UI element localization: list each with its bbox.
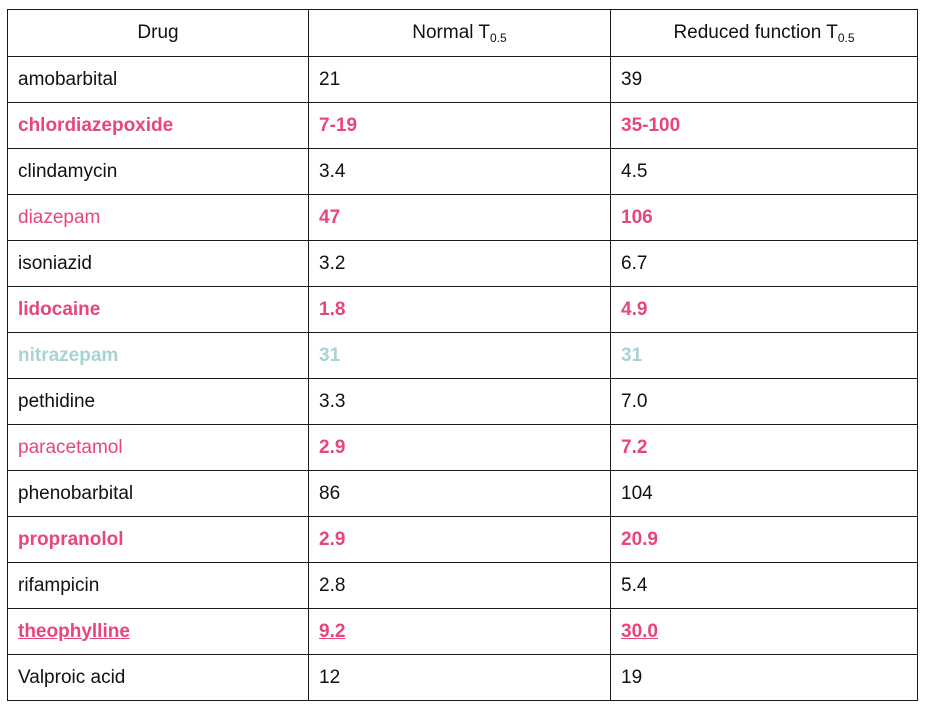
cell-reduced: 7.0 [610, 378, 918, 425]
cell-drug-text: theophylline [18, 620, 130, 642]
table-row: diazepam 47 106 [7, 194, 918, 241]
cell-drug: rifampicin [7, 562, 309, 609]
cell-normal: 47 [308, 194, 611, 241]
cell-reduced: 35-100 [610, 102, 918, 149]
cell-normal: 7-19 [308, 102, 611, 149]
header-reduced-subscript: 0.5 [837, 30, 855, 45]
cell-drug: propranolol [7, 516, 309, 563]
cell-drug: paracetamol [7, 424, 309, 471]
table-row: nitrazepam 31 31 [7, 332, 918, 379]
cell-drug: chlordiazepoxide [7, 102, 309, 149]
cell-drug: Valproic acid [7, 654, 309, 701]
cell-reduced: 4.9 [610, 286, 918, 333]
header-normal-subscript: 0.5 [490, 30, 507, 45]
cell-reduced: 5.4 [610, 562, 918, 609]
cell-reduced: 19 [610, 654, 918, 701]
header-normal: Normal T0.5 [308, 9, 611, 57]
header-normal-label: Normal T [412, 21, 491, 43]
cell-normal: 3.3 [308, 378, 611, 425]
cell-normal: 31 [308, 332, 611, 379]
cell-normal: 9.2 [308, 608, 611, 655]
cell-normal: 86 [308, 470, 611, 517]
table-header-row: Drug Normal T0.5 Reduced function T0.5 [7, 9, 918, 57]
header-drug-label: Drug [137, 22, 179, 43]
cell-normal: 3.2 [308, 240, 611, 287]
cell-drug: theophylline [7, 608, 309, 655]
cell-reduced-text: 30.0 [621, 620, 658, 642]
cell-reduced: 31 [610, 332, 918, 379]
cell-normal: 3.4 [308, 148, 611, 195]
header-drug: Drug [7, 9, 309, 57]
cell-normal: 2.9 [308, 516, 611, 563]
cell-reduced: 104 [610, 470, 918, 517]
cell-normal: 21 [308, 56, 611, 103]
cell-normal: 1.8 [308, 286, 611, 333]
table-row: Valproic acid 12 19 [7, 654, 918, 701]
cell-drug: nitrazepam [7, 332, 309, 379]
cell-normal-text: 9.2 [319, 620, 346, 642]
table-row: paracetamol 2.9 7.2 [7, 424, 918, 471]
cell-reduced: 30.0 [610, 608, 918, 655]
cell-drug: isoniazid [7, 240, 309, 287]
table-row: phenobarbital 86 104 [7, 470, 918, 517]
cell-drug: diazepam [7, 194, 309, 241]
cell-normal: 12 [308, 654, 611, 701]
cell-drug: lidocaine [7, 286, 309, 333]
header-reduced: Reduced function T0.5 [610, 9, 918, 57]
drug-half-life-table: Drug Normal T0.5 Reduced function T0.5 a… [7, 9, 918, 701]
table-row: amobarbital 21 39 [7, 56, 918, 103]
header-reduced-label: Reduced function T [673, 21, 838, 43]
cell-reduced: 39 [610, 56, 918, 103]
cell-reduced: 106 [610, 194, 918, 241]
cell-reduced: 6.7 [610, 240, 918, 287]
table-row: pethidine 3.3 7.0 [7, 378, 918, 425]
table-row: propranolol 2.9 20.9 [7, 516, 918, 563]
cell-normal: 2.8 [308, 562, 611, 609]
cell-reduced: 7.2 [610, 424, 918, 471]
cell-drug: pethidine [7, 378, 309, 425]
cell-drug: phenobarbital [7, 470, 309, 517]
cell-reduced: 20.9 [610, 516, 918, 563]
table-row: chlordiazepoxide 7-19 35-100 [7, 102, 918, 149]
table-row: theophylline 9.2 30.0 [7, 608, 918, 655]
cell-drug: clindamycin [7, 148, 309, 195]
cell-normal: 2.9 [308, 424, 611, 471]
table-row: lidocaine 1.8 4.9 [7, 286, 918, 333]
cell-drug: amobarbital [7, 56, 309, 103]
table-row: clindamycin 3.4 4.5 [7, 148, 918, 195]
table-row: isoniazid 3.2 6.7 [7, 240, 918, 287]
table-row: rifampicin 2.8 5.4 [7, 562, 918, 609]
cell-reduced: 4.5 [610, 148, 918, 195]
